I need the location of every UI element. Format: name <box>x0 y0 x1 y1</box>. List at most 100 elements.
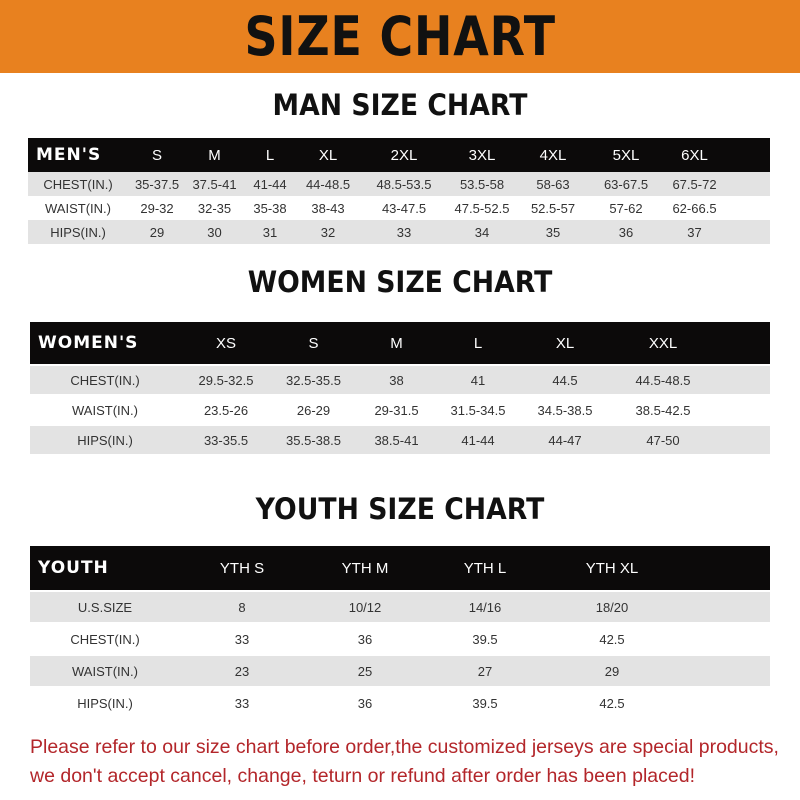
size-column-header: 4XL <box>539 146 567 164</box>
size-column-header: 2XL <box>390 146 418 164</box>
table-cell: 39.5 <box>472 695 498 711</box>
table-cell: 47-50 <box>646 432 680 448</box>
table-cell: 34.5-38.5 <box>537 402 593 418</box>
table-cell: 32 <box>320 224 336 240</box>
size-column-header: YTH XL <box>585 559 639 577</box>
size-column-header: YTH M <box>341 559 389 577</box>
table-cell: 44.5-48.5 <box>635 372 691 388</box>
table-cell: 26-29 <box>296 402 331 418</box>
table-cell: 37 <box>687 224 702 240</box>
table-cell: 25 <box>357 663 373 679</box>
row-label: CHEST(IN.) <box>70 372 140 388</box>
table-row: CHEST(IN.) 29.5-32.5 32.5-35.5 38 41 44.5 44.5… <box>30 366 770 394</box>
size-column-header: L <box>265 146 275 164</box>
table-row: WAIST(IN.) 29-32 32-35 35-38 38-43 43-47.5 47.… <box>28 196 770 220</box>
table-cell: 31 <box>262 224 278 240</box>
table-row: WAIST(IN.) 23.5-26 26-29 29-31.5 31.5-34.5 34… <box>30 396 770 424</box>
table-cell: 32-35 <box>197 200 232 216</box>
row-label: U.S.SIZE <box>77 599 133 615</box>
table-cell: 29 <box>604 663 620 679</box>
table-cell: 34 <box>474 224 490 240</box>
men-header-row: MEN'S S M L XL 2XL 3XL 4XL 5XL 6XL <box>28 138 770 172</box>
size-column-header: M <box>208 146 221 164</box>
row-label: HIPS(IN.) <box>77 695 133 711</box>
table-row: WAIST(IN.) 23 25 27 29 <box>30 656 770 686</box>
size-column-header: 5XL <box>612 146 640 164</box>
row-label: WAIST(IN.) <box>72 402 138 418</box>
table-cell: 35-38 <box>253 200 287 216</box>
table-cell: 27 <box>477 663 493 679</box>
size-column-header: M <box>390 334 403 352</box>
youth-section-title: YOUTH SIZE CHART <box>255 492 545 526</box>
table-cell: 33 <box>234 631 250 647</box>
table-row: HIPS(IN.) 29 30 31 32 33 34 35 36 37 <box>28 220 770 244</box>
size-column-header: XXL <box>648 334 678 352</box>
banner-title: SIZE CHART <box>244 5 556 68</box>
table-cell: 58-63 <box>536 176 570 192</box>
table-cell: 33 <box>396 224 412 240</box>
table-cell: 14/16 <box>468 599 502 615</box>
table-cell: 35-37.5 <box>134 176 180 192</box>
table-cell: 36 <box>357 631 373 647</box>
size-column-header: XS <box>215 334 236 352</box>
row-label: WAIST(IN.) <box>72 663 138 679</box>
table-cell: 31.5-34.5 <box>450 402 506 418</box>
table-cell: 57-62 <box>609 200 643 216</box>
table-cell: 35.5-38.5 <box>286 432 341 448</box>
table-row: HIPS(IN.) 33-35.5 35.5-38.5 38.5-41 41-44 44-… <box>30 426 770 454</box>
women-section-title: WOMEN SIZE CHART <box>247 265 553 299</box>
table-cell: 44-48.5 <box>305 176 351 192</box>
table-cell: 63-67.5 <box>603 176 649 192</box>
table-cell: 48.5-53.5 <box>376 176 432 192</box>
table-cell: 29-31.5 <box>374 402 419 418</box>
men-section-title: MAN SIZE CHART <box>272 88 528 122</box>
table-cell: 44.5 <box>552 372 578 388</box>
youth-size-table: YOUTH YTH S YTH M YTH L YTH XL U.S.SIZE 8 10/12… <box>30 546 770 720</box>
table-row: HIPS(IN.) 33 36 39.5 42.5 <box>30 688 770 718</box>
size-column-header: 3XL <box>468 146 496 164</box>
table-row: CHEST(IN.) 35-37.5 37.5-41 41-44 44-48.5 48.5… <box>28 172 770 196</box>
row-label: CHEST(IN.) <box>43 176 113 192</box>
size-column-header: XL <box>555 334 575 352</box>
table-cell: 30 <box>207 224 222 240</box>
table-cell: 8 <box>238 599 246 615</box>
table-cell: 36 <box>357 695 373 711</box>
size-chart-banner: SIZE CHART <box>0 0 800 73</box>
table-row: CHEST(IN.) 33 36 39.5 42.5 <box>30 624 770 654</box>
table-cell: 53.5-58 <box>459 176 505 192</box>
table-cell: 47.5-52.5 <box>454 200 510 216</box>
table-heading: MEN'S <box>36 145 102 165</box>
table-cell: 37.5-41 <box>192 176 237 192</box>
row-label: WAIST(IN.) <box>45 200 111 216</box>
notice-line-2: we don't accept cancel, change, teturn o… <box>30 765 695 787</box>
row-label: HIPS(IN.) <box>77 432 133 448</box>
table-cell: 33-35.5 <box>203 432 249 448</box>
table-cell: 42.5 <box>599 695 625 711</box>
table-cell: 41-44 <box>253 176 287 192</box>
table-cell: 10/12 <box>348 599 382 615</box>
table-cell: 39.5 <box>472 631 498 647</box>
table-cell: 35 <box>545 224 561 240</box>
table-cell: 41 <box>470 372 486 388</box>
table-cell: 18/20 <box>595 599 629 615</box>
table-cell: 38.5-41 <box>374 432 419 448</box>
table-cell: 41-44 <box>461 432 495 448</box>
table-cell: 62-66.5 <box>672 200 717 216</box>
size-column-header: YTH S <box>219 559 265 577</box>
table-heading: WOMEN'S <box>38 333 139 353</box>
table-cell: 29.5-32.5 <box>198 372 254 388</box>
table-cell: 38.5-42.5 <box>635 402 691 418</box>
table-cell: 43-47.5 <box>381 200 427 216</box>
size-column-header: 6XL <box>681 146 708 164</box>
women-size-table: WOMEN'S XS S M L XL XXL CHEST(IN.) 29.5-32.5 32.5… <box>30 322 770 456</box>
table-cell: 52.5-57 <box>530 200 576 216</box>
row-label: HIPS(IN.) <box>50 224 106 240</box>
table-cell: 36 <box>618 224 634 240</box>
size-column-header: S <box>308 334 319 352</box>
size-column-header: YTH L <box>463 559 507 577</box>
table-cell: 23.5-26 <box>203 402 249 418</box>
table-heading: YOUTH <box>38 558 109 578</box>
size-column-header: S <box>151 146 162 164</box>
table-row: U.S.SIZE 8 10/12 14/16 18/20 <box>30 592 770 622</box>
table-cell: 29 <box>149 224 165 240</box>
